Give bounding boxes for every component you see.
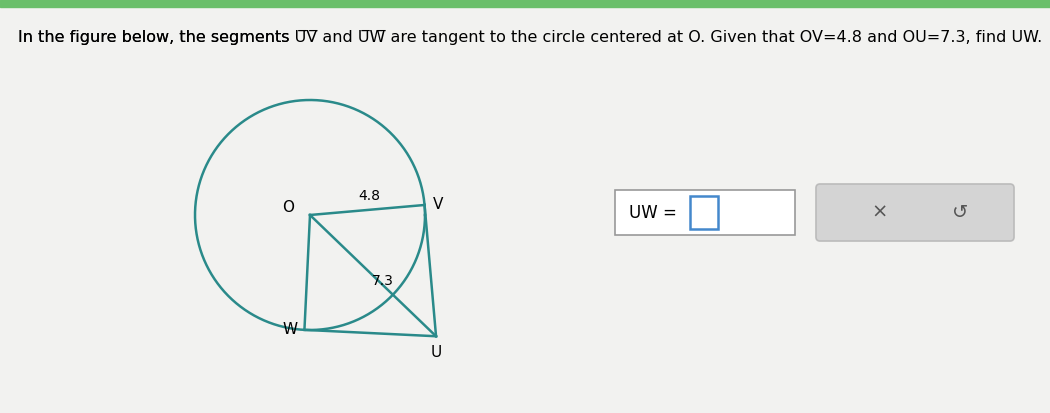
Text: 7.3: 7.3	[372, 274, 394, 287]
Text: In the figure below, the segments: In the figure below, the segments	[18, 30, 295, 45]
Text: In the figure below, the segments U̅V̅ and U̅W̅ are tangent to the circle center: In the figure below, the segments U̅V̅ a…	[18, 30, 1043, 45]
Text: ×: ×	[872, 203, 888, 222]
Text: W: W	[282, 323, 298, 337]
Text: O: O	[282, 199, 294, 214]
Text: ↺: ↺	[951, 203, 968, 222]
Text: V: V	[434, 197, 444, 212]
Bar	[0, 0, 1050, 7]
Bar	[690, 196, 718, 229]
Text: 4.8: 4.8	[358, 189, 380, 203]
Bar	[615, 190, 795, 235]
FancyBboxPatch shape	[816, 184, 1014, 241]
Text: UW =: UW =	[629, 204, 677, 221]
Text: U: U	[430, 345, 442, 360]
